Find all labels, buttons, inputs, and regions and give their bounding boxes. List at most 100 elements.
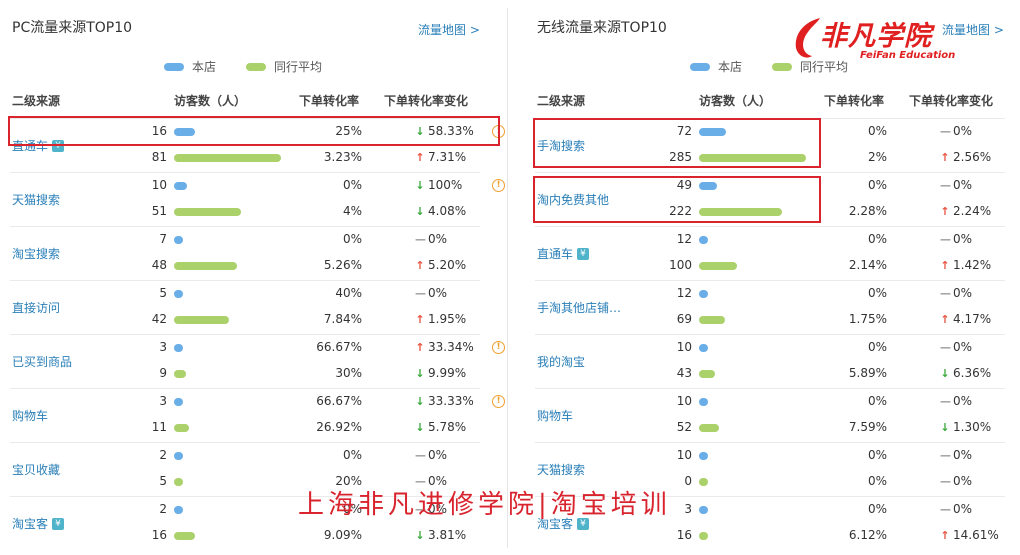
source-link[interactable]: 已买到商品 bbox=[12, 353, 72, 370]
source-link[interactable]: 购物车 bbox=[12, 407, 48, 424]
peer-conv-change: ↑ 1.42% bbox=[940, 258, 991, 272]
peer-conv-rate: 9.09% bbox=[323, 528, 362, 542]
store-visitors-bar bbox=[174, 506, 183, 514]
source-link[interactable]: 天猫搜索 bbox=[12, 191, 60, 208]
peer-conv-change-value: 9.99% bbox=[428, 366, 467, 380]
peer-visitors: 42 bbox=[151, 312, 167, 326]
source-link[interactable]: 购物车 bbox=[537, 407, 573, 424]
peer-visitors-bar bbox=[699, 370, 715, 378]
peer-conv-change-value: 5.20% bbox=[428, 258, 467, 272]
source-label: 我的淘宝 bbox=[537, 355, 586, 369]
store-conv-rate: 66.67% bbox=[316, 340, 362, 354]
source-link[interactable]: 淘宝搜索 bbox=[12, 245, 60, 262]
store-conv-change-value: 0% bbox=[953, 340, 973, 354]
peer-conv-change: —0% bbox=[940, 474, 972, 488]
source-label: 已买到商品 bbox=[12, 355, 73, 369]
store-conv-change: —0% bbox=[415, 448, 447, 462]
store-conv-change-value: 0% bbox=[428, 502, 448, 516]
store-conv-change-value: 100% bbox=[428, 178, 463, 192]
store-visitors-bar bbox=[699, 236, 708, 244]
peer-swatch-icon bbox=[246, 62, 266, 71]
warning-icon[interactable]: ! bbox=[492, 179, 505, 192]
header-source: 二级来源 bbox=[12, 94, 61, 108]
peer-row: 0 0% —0% bbox=[535, 474, 1005, 490]
store-conv-change-value: 0% bbox=[953, 124, 973, 138]
source-link[interactable]: 淘宝客 ¥ bbox=[537, 515, 590, 532]
source-label: 直接访问 bbox=[12, 301, 61, 315]
store-row: 10 0% —0% bbox=[535, 448, 1005, 464]
source-label: 宝贝收藏 bbox=[12, 463, 61, 477]
source-label: 淘宝客 bbox=[537, 517, 574, 531]
store-visitors: 5 bbox=[159, 286, 167, 300]
store-conv-change: ↑ 33.34% bbox=[415, 340, 473, 354]
arrow-up-icon: ↑ bbox=[415, 312, 425, 326]
legend-peer[interactable]: 同行平均 bbox=[772, 58, 848, 75]
source-label: 购物车 bbox=[537, 409, 574, 423]
peer-visitors: 16 bbox=[676, 528, 692, 542]
store-visitors: 12 bbox=[676, 286, 692, 300]
legend-store[interactable]: 本店 bbox=[164, 58, 216, 75]
dash-icon: — bbox=[940, 232, 951, 246]
store-conv-change: —0% bbox=[940, 232, 972, 246]
logo-swoosh-icon bbox=[795, 18, 820, 58]
source-link[interactable]: 直通车 ¥ bbox=[537, 245, 590, 262]
legend-store[interactable]: 本店 bbox=[690, 58, 742, 75]
peer-row: 42 7.84% ↑ 1.95% bbox=[10, 312, 480, 328]
store-row: 2 0% —0% bbox=[10, 448, 480, 464]
store-row: 12 0% —0% bbox=[535, 286, 1005, 302]
store-conv-change: —0% bbox=[940, 394, 972, 408]
store-conv-change-value: 0% bbox=[953, 502, 973, 516]
store-row: 12 0% —0% bbox=[535, 232, 1005, 248]
warning-icon[interactable]: ! bbox=[492, 341, 505, 354]
dash-icon: — bbox=[415, 502, 426, 516]
source-link[interactable]: 直接访问 bbox=[12, 299, 60, 316]
store-conv-change: ↓ 58.33% bbox=[415, 124, 473, 138]
store-conv-change-value: 0% bbox=[953, 232, 973, 246]
peer-conv-rate: 7.59% bbox=[848, 420, 887, 434]
store-conv-rate: 0% bbox=[867, 340, 887, 354]
store-conv-rate: 0% bbox=[342, 232, 362, 246]
peer-conv-rate: 5.26% bbox=[323, 258, 362, 272]
mobile-traffic-map-link[interactable]: 流量地图 > bbox=[942, 23, 1004, 37]
header-conv-change: 下单转化率变化 bbox=[909, 94, 994, 108]
dash-icon: — bbox=[415, 286, 426, 300]
arrow-down-icon: ↓ bbox=[415, 528, 425, 542]
source-link[interactable]: 手淘其他店铺… bbox=[537, 299, 621, 316]
table-row: 直接访问 5 40% —0% 42 7.84% ↑ 1.95% bbox=[10, 280, 480, 334]
store-visitors-bar bbox=[174, 236, 183, 244]
store-conv-rate: 0% bbox=[867, 124, 887, 138]
peer-conv-change: ↓ 9.99% bbox=[415, 366, 466, 380]
peer-visitors: 51 bbox=[151, 204, 167, 218]
peer-conv-rate: 7.84% bbox=[323, 312, 362, 326]
table-row: 宝贝收藏 2 0% —0% 5 20% —0% bbox=[10, 442, 480, 496]
peer-row: 69 1.75% ↑ 4.17% bbox=[535, 312, 1005, 328]
source-link[interactable]: 天猫搜索 bbox=[537, 461, 585, 478]
arrow-down-icon: ↓ bbox=[415, 420, 425, 434]
peer-visitors: 9 bbox=[159, 366, 167, 380]
source-link[interactable]: 我的淘宝 bbox=[537, 353, 585, 370]
source-link[interactable]: 淘内免费其他 bbox=[537, 191, 609, 208]
pc-traffic-map-link[interactable]: 流量地图 > bbox=[418, 23, 480, 37]
source-label: 购物车 bbox=[12, 409, 49, 423]
store-conv-change: —0% bbox=[415, 286, 447, 300]
peer-visitors: 48 bbox=[151, 258, 167, 272]
source-link[interactable]: 手淘搜索 bbox=[537, 137, 585, 154]
peer-visitors: 43 bbox=[676, 366, 692, 380]
peer-row: 16 9.09% ↓ 3.81% bbox=[10, 528, 480, 544]
source-link[interactable]: 淘宝客 ¥ bbox=[12, 515, 65, 532]
source-label: 天猫搜索 bbox=[537, 463, 586, 477]
store-row: 10 0% —0% bbox=[535, 340, 1005, 356]
logo-en-text: FeiFan Education bbox=[860, 50, 956, 61]
logo-cn-text: 非凡学院 bbox=[820, 21, 932, 52]
peer-conv-change: ↑ 2.24% bbox=[940, 204, 991, 218]
dash-icon: — bbox=[415, 448, 426, 462]
peer-conv-change: ↑ 4.17% bbox=[940, 312, 991, 326]
legend-peer[interactable]: 同行平均 bbox=[246, 58, 322, 75]
table-row: 我的淘宝 10 0% —0% 43 5.89% ↓ 6.36% bbox=[535, 334, 1005, 388]
warning-icon[interactable]: ! bbox=[492, 395, 505, 408]
store-conv-rate: 66.67% bbox=[316, 394, 362, 408]
arrow-down-icon: ↓ bbox=[415, 204, 425, 218]
store-visitors: 2 bbox=[159, 448, 167, 462]
source-link[interactable]: 宝贝收藏 bbox=[12, 461, 60, 478]
peer-conv-change-value: 4.17% bbox=[953, 312, 992, 326]
